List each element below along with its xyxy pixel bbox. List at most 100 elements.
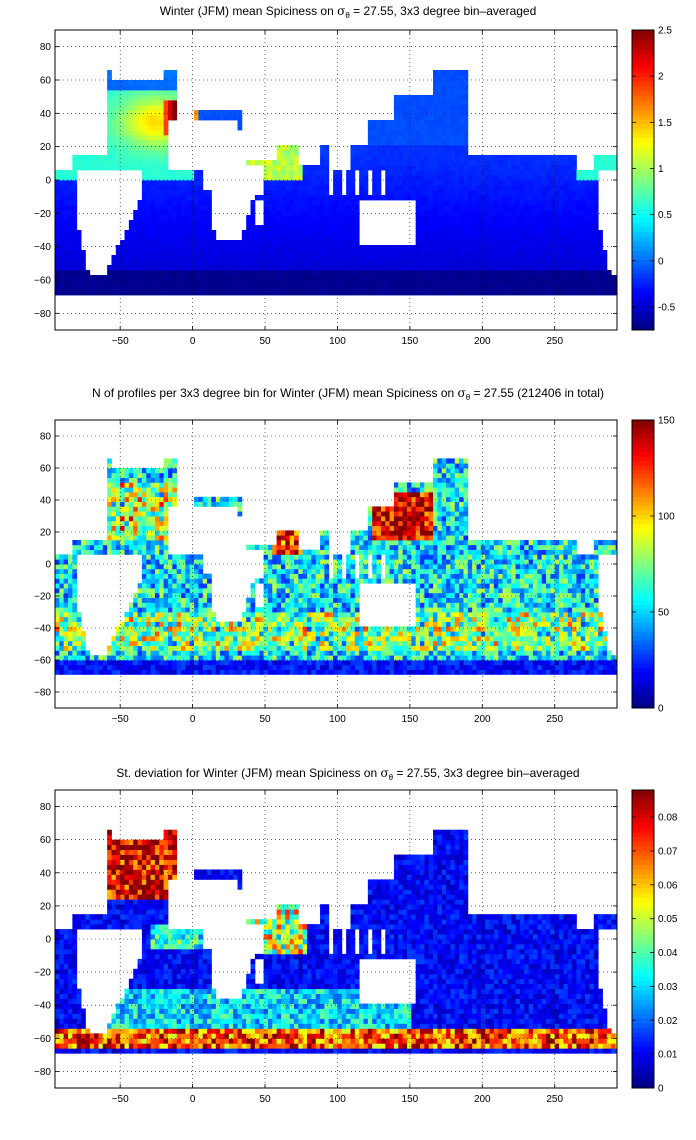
heatmap-cell <box>333 280 338 286</box>
heatmap-cell <box>328 245 334 251</box>
heatmap-cell <box>402 160 408 166</box>
heatmap-cell <box>68 554 73 560</box>
heatmap-cell <box>59 285 65 291</box>
heatmap-cell <box>146 255 151 261</box>
heatmap-cell <box>459 145 464 151</box>
heatmap-cell <box>420 160 425 166</box>
heatmap-cell <box>393 105 399 111</box>
heatmap-cell <box>211 664 217 670</box>
heatmap-cell <box>163 140 169 146</box>
heatmap-cell <box>137 265 143 271</box>
heatmap-cell <box>181 616 186 622</box>
heatmap-cell <box>393 285 399 291</box>
heatmap-cell <box>111 669 117 675</box>
heatmap-cell <box>337 285 343 291</box>
heatmap-cell <box>515 290 521 296</box>
heatmap-cell <box>59 265 65 271</box>
heatmap-cell <box>124 115 130 121</box>
heatmap-cell <box>441 85 447 91</box>
heatmap-cell <box>237 626 243 632</box>
heatmap-cell <box>285 255 291 261</box>
heatmap-cell <box>81 636 86 642</box>
heatmap-cell <box>554 155 560 161</box>
heatmap-cell <box>207 597 212 603</box>
heatmap-cell <box>137 145 143 151</box>
heatmap-cell <box>163 525 169 531</box>
heatmap-cell <box>111 160 117 166</box>
heatmap-cell <box>181 180 186 186</box>
heatmap-cell <box>389 255 395 261</box>
heatmap-cell <box>55 612 60 618</box>
heatmap-cell <box>541 185 547 191</box>
heatmap-cell <box>172 650 178 656</box>
heatmap-cell <box>459 230 464 236</box>
heatmap-cell <box>59 660 65 666</box>
heatmap-cell <box>111 525 117 531</box>
heatmap-cell <box>128 165 134 171</box>
heatmap-cell <box>115 85 121 91</box>
heatmap-cell <box>589 255 595 261</box>
heatmap-cell <box>167 245 173 251</box>
heatmap-cell <box>224 240 230 246</box>
heatmap-cell <box>224 270 230 276</box>
heatmap-cell <box>467 210 473 216</box>
heatmap-cell <box>137 100 143 106</box>
heatmap-cell <box>611 290 616 296</box>
heatmap-cell <box>315 265 321 271</box>
heatmap-cell <box>289 210 295 216</box>
heatmap-cell <box>441 275 447 281</box>
heatmap-cell <box>189 205 195 211</box>
heatmap-cell <box>459 70 464 76</box>
heatmap-cell <box>189 280 195 286</box>
heatmap-cell <box>159 564 165 570</box>
heatmap-cell <box>546 155 551 161</box>
heatmap-cell <box>385 270 390 276</box>
heatmap-cell <box>72 664 78 670</box>
heatmap-cell <box>554 275 560 281</box>
heatmap-cell <box>363 180 369 186</box>
heatmap-cell <box>163 195 169 201</box>
heatmap-cell <box>85 160 91 166</box>
heatmap-cell <box>154 578 160 584</box>
heatmap-cell <box>450 185 456 191</box>
heatmap-cell <box>115 631 121 637</box>
heatmap-cell <box>554 215 560 221</box>
heatmap-cell <box>211 621 217 627</box>
heatmap-cell <box>263 544 269 550</box>
heatmap-cell <box>385 195 390 201</box>
heatmap-cell <box>406 140 412 146</box>
heatmap-cell <box>567 290 573 296</box>
heatmap-cell <box>207 501 212 507</box>
heatmap-cell <box>85 660 91 666</box>
heatmap-cell <box>163 270 169 276</box>
heatmap-cell <box>367 120 373 126</box>
heatmap-cell <box>154 583 160 589</box>
heatmap-cell <box>437 185 443 191</box>
heatmap-cell <box>506 240 512 246</box>
heatmap-cell <box>272 607 278 613</box>
heatmap-cell <box>272 626 278 632</box>
heatmap-cell <box>154 664 160 670</box>
colorbar-swatch <box>632 81 654 87</box>
heatmap-cell <box>606 160 612 166</box>
heatmap-cell <box>137 215 143 221</box>
heatmap-cell <box>511 155 517 161</box>
heatmap-cell <box>476 195 482 201</box>
heatmap-cell <box>502 170 508 176</box>
heatmap-cell <box>472 215 477 221</box>
heatmap-cell <box>550 245 556 251</box>
heatmap-cell <box>498 175 503 181</box>
heatmap-cell <box>181 170 186 176</box>
heatmap-cell <box>563 235 569 241</box>
heatmap-cell <box>476 160 482 166</box>
heatmap-cell <box>124 150 130 156</box>
heatmap-cell <box>485 215 490 221</box>
heatmap-cell <box>124 280 130 286</box>
heatmap-cell <box>506 275 512 281</box>
heatmap-cell <box>181 210 186 216</box>
heatmap-cell <box>172 468 178 474</box>
heatmap-cell <box>220 270 225 276</box>
heatmap-cell <box>189 285 195 291</box>
heatmap-cell <box>176 230 182 236</box>
heatmap-cell <box>420 215 425 221</box>
